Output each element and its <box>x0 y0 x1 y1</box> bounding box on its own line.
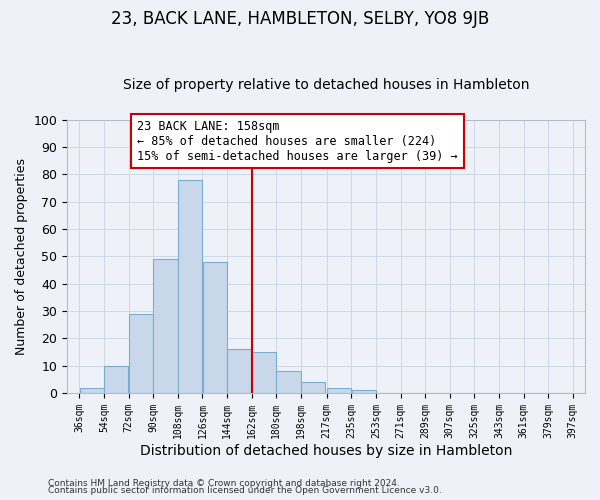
Bar <box>154 259 178 393</box>
Text: 23 BACK LANE: 158sqm
← 85% of detached houses are smaller (224)
15% of semi-deta: 23 BACK LANE: 158sqm ← 85% of detached h… <box>137 120 458 162</box>
Bar <box>178 180 202 393</box>
Text: Contains public sector information licensed under the Open Government Licence v3: Contains public sector information licen… <box>48 486 442 495</box>
Bar <box>129 314 153 393</box>
Text: 23, BACK LANE, HAMBLETON, SELBY, YO8 9JB: 23, BACK LANE, HAMBLETON, SELBY, YO8 9JB <box>111 10 489 28</box>
Bar <box>352 390 376 393</box>
Y-axis label: Number of detached properties: Number of detached properties <box>15 158 28 355</box>
Title: Size of property relative to detached houses in Hambleton: Size of property relative to detached ho… <box>123 78 529 92</box>
Bar <box>327 388 351 393</box>
Bar <box>227 349 251 393</box>
X-axis label: Distribution of detached houses by size in Hambleton: Distribution of detached houses by size … <box>140 444 512 458</box>
Text: Contains HM Land Registry data © Crown copyright and database right 2024.: Contains HM Land Registry data © Crown c… <box>48 478 400 488</box>
Bar <box>203 262 227 393</box>
Bar <box>252 352 276 393</box>
Bar <box>80 388 104 393</box>
Bar <box>277 371 301 393</box>
Bar <box>301 382 325 393</box>
Bar <box>104 366 128 393</box>
